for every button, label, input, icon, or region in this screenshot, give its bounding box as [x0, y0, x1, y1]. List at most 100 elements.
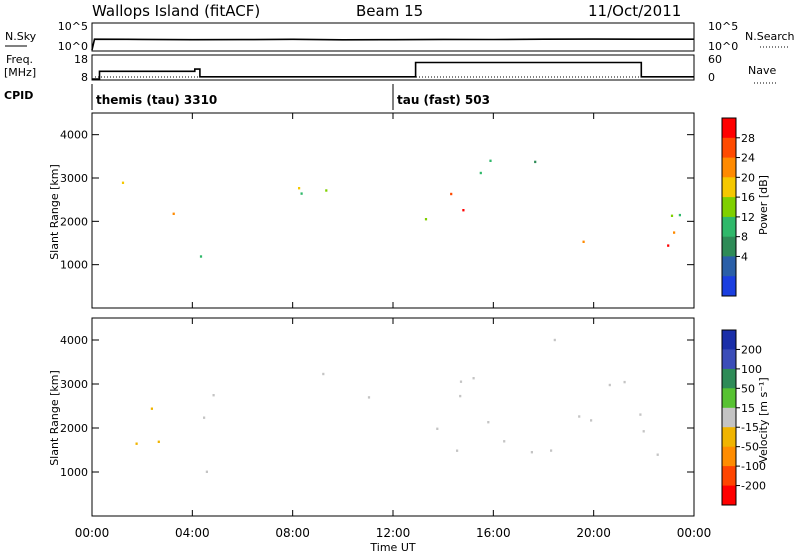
- heatmap-cell: [300, 192, 303, 195]
- cpid-label: CPID: [4, 89, 33, 102]
- heatmap-cell: [157, 440, 160, 443]
- noise-left-tick-bottom: 10^0: [58, 40, 88, 53]
- colorbar-tick-label: 200: [741, 343, 762, 356]
- colorbar-tick-label: 100: [741, 363, 762, 376]
- y-tick-label: 1000: [60, 259, 88, 272]
- noise-panel-frame: [91, 22, 695, 52]
- nave-label: Nave: [748, 64, 776, 77]
- colorbar-segment: [722, 256, 736, 277]
- y-tick-label: 4000: [60, 334, 88, 347]
- beam-title: Beam 15: [356, 2, 423, 20]
- heatmap-cell: [578, 415, 581, 418]
- freq-left-tick-bottom: 8: [81, 71, 88, 84]
- colorbar-tick-label: -15: [741, 421, 759, 434]
- colorbar-segment: [722, 485, 736, 506]
- heatmap-cell: [212, 394, 215, 397]
- heatmap-cell: [487, 421, 490, 424]
- colorbar-tick-label: 12: [741, 211, 755, 224]
- heatmap-cell: [489, 159, 492, 162]
- heatmap-cell: [205, 470, 208, 473]
- colorbar-segment: [722, 177, 736, 198]
- freq-right-tick-top: 60: [708, 53, 722, 66]
- velocity-ylabel: Slant Range [km]: [48, 370, 61, 466]
- colorbar-segment: [722, 349, 736, 370]
- y-tick-label: 3000: [60, 378, 88, 391]
- velocity-heatmap: [135, 338, 659, 473]
- cpid-segments: themis (tau) 3310 tau (fast) 503: [91, 84, 490, 110]
- x-tick-label: 00:00: [677, 526, 712, 540]
- heatmap-cell: [639, 413, 642, 416]
- heatmap-cell: [534, 160, 537, 164]
- freq-panel-frame: [91, 54, 695, 81]
- heatmap-cell: [298, 187, 301, 190]
- y-tick-label: 3000: [60, 172, 88, 185]
- x-tick-label: 04:00: [175, 526, 210, 540]
- colorbar-segment: [722, 388, 736, 409]
- heatmap-cell: [503, 440, 506, 443]
- heatmap-cell: [608, 383, 611, 387]
- colorbar-segment: [722, 216, 736, 238]
- colorbar-frame: [721, 117, 737, 297]
- colorbar-segment: [722, 330, 736, 350]
- y-tick-label: 2000: [60, 215, 88, 228]
- colorbar-segment: [722, 368, 736, 389]
- heatmap-cell: [656, 453, 659, 456]
- axis-ticks: 00:00 04:00 08:00 12:00 16:00 20:00 00:00 1000 2…: [60, 113, 711, 540]
- heatmap-cell: [462, 209, 465, 212]
- cpid-segment-label: tau (fast) 503: [397, 93, 490, 107]
- power-ylabel: Slant Range [km]: [48, 164, 61, 260]
- x-tick-label: 08:00: [275, 526, 310, 540]
- colorbar-tick-label: -100: [741, 460, 766, 473]
- x-tick-label: 16:00: [476, 526, 511, 540]
- colorbar-segment: [722, 446, 736, 467]
- heatmap-cell: [203, 416, 206, 419]
- x-tick-label: 00:00: [75, 526, 110, 540]
- colorbar-tick-label: 20: [741, 171, 755, 184]
- colorbar-segment: [722, 157, 736, 178]
- noise-right-tick-bottom: 10^0: [708, 40, 738, 53]
- noise-left-label: N.Sky: [5, 30, 37, 43]
- power-heatmap: [121, 159, 681, 258]
- velocity-panel-frame: [91, 317, 695, 517]
- station-title: Wallops Island (fitACF): [92, 2, 260, 20]
- colorbar-segment: [722, 466, 736, 486]
- colorbar-segment: [722, 197, 736, 218]
- heatmap-cell: [322, 372, 325, 376]
- heatmap-cell: [530, 451, 533, 454]
- cpid-segment-label: themis (tau) 3310: [96, 93, 217, 107]
- freq-right-tick-bottom: 0: [708, 71, 715, 84]
- colorbar-segment: [722, 137, 736, 159]
- colorbar-tick-label: 8: [741, 231, 748, 244]
- colorbar-segment: [722, 236, 736, 257]
- heatmap-cell: [670, 214, 674, 217]
- heatmap-cell: [667, 244, 670, 247]
- y-tick-label: 2000: [60, 422, 88, 435]
- colorbar-tick-label: 24: [741, 152, 755, 165]
- heatmap-cell: [590, 419, 593, 422]
- heatmap-cell: [472, 377, 475, 380]
- y-tick-label: 4000: [60, 129, 88, 142]
- colorbar-frame: [721, 329, 737, 506]
- heatmap-cell: [673, 231, 676, 234]
- heatmap-cell: [450, 192, 453, 196]
- freq-left-tick-top: 18: [74, 53, 88, 66]
- x-axis-label: Time UT: [369, 541, 415, 554]
- heatmap-cell: [459, 380, 463, 383]
- heatmap-cell: [367, 396, 371, 399]
- heatmap-cell: [172, 212, 175, 215]
- noise-right-tick-top: 10^5: [708, 20, 738, 33]
- freq-label-line1: Freq.: [6, 53, 33, 66]
- x-tick-label: 12:00: [376, 526, 411, 540]
- colorbar-tick-label: 15: [741, 402, 755, 415]
- heatmap-cell: [424, 218, 428, 221]
- freq-series-line: [92, 61, 694, 80]
- y-tick-label: 1000: [60, 466, 88, 479]
- colorbar-tick-label: -50: [741, 441, 759, 454]
- heatmap-cell: [121, 181, 125, 184]
- noise-series-line: [91, 38, 694, 51]
- heatmap-cell: [135, 442, 138, 445]
- velocity-colorbar-label: Velocity [m s⁻¹]: [757, 377, 770, 462]
- power-colorbar: 28 24 20 16 12 8 4: [721, 117, 755, 297]
- heatmap-cell: [459, 394, 462, 398]
